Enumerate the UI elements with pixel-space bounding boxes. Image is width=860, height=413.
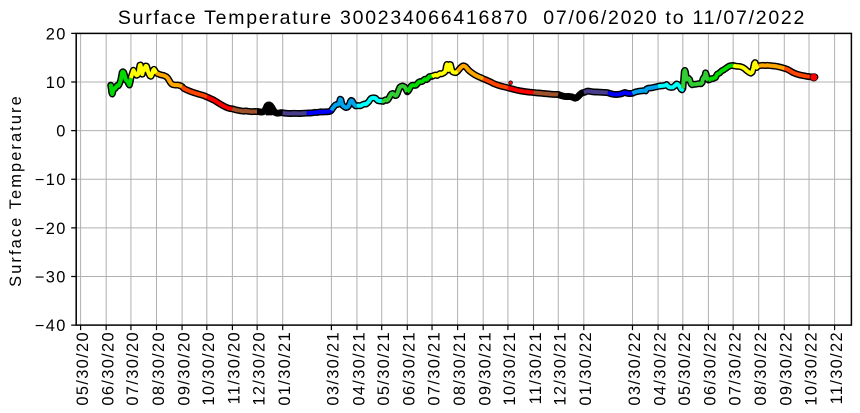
svg-text:0: 0 [56,123,67,141]
svg-text:11/30/22: 11/30/22 [828,331,846,404]
svg-text:08/30/22: 08/30/22 [752,331,770,406]
svg-text:06/30/20: 06/30/20 [99,331,117,406]
svg-text:05/30/21: 05/30/21 [375,331,393,406]
svg-text:09/30/21: 09/30/21 [476,331,494,406]
svg-text:01/30/22: 01/30/22 [577,331,595,406]
svg-text:11/30/20: 11/30/20 [226,331,244,404]
svg-text:06/30/22: 06/30/22 [702,331,720,406]
svg-text:12/30/20: 12/30/20 [250,331,268,406]
svg-text:10/30/22: 10/30/22 [802,331,820,406]
svg-text:08/30/20: 08/30/20 [150,331,168,406]
svg-text:07/30/20: 07/30/20 [124,331,142,406]
svg-text:05/30/20: 05/30/20 [74,331,92,406]
svg-text:07/30/22: 07/30/22 [726,331,744,406]
svg-text:−20: −20 [35,220,67,238]
svg-text:04/30/21: 04/30/21 [350,331,368,406]
svg-text:Surface Temperature 3002340664: Surface Temperature 300234066416870 07/0… [118,7,806,29]
svg-text:11/30/21: 11/30/21 [527,331,545,404]
svg-text:08/30/21: 08/30/21 [451,331,469,406]
svg-text:−30: −30 [35,268,67,286]
svg-text:03/30/22: 03/30/22 [626,331,644,406]
svg-text:10/30/21: 10/30/21 [501,331,519,406]
svg-text:20: 20 [46,25,67,43]
svg-text:10: 10 [46,74,67,92]
svg-text:−40: −40 [35,317,67,335]
svg-text:04/30/22: 04/30/22 [651,331,669,406]
svg-text:12/30/21: 12/30/21 [552,331,570,406]
svg-text:10/30/20: 10/30/20 [200,331,218,406]
svg-text:01/30/21: 01/30/21 [276,331,294,406]
svg-text:−10: −10 [35,171,67,189]
svg-text:Surface Temperature: Surface Temperature [7,94,25,287]
svg-text:07/30/21: 07/30/21 [425,331,443,406]
svg-text:06/30/21: 06/30/21 [401,331,419,406]
svg-text:09/30/22: 09/30/22 [778,331,796,406]
svg-text:05/30/22: 05/30/22 [676,331,694,406]
svg-text:09/30/20: 09/30/20 [175,331,193,406]
svg-text:03/30/21: 03/30/21 [325,331,343,406]
